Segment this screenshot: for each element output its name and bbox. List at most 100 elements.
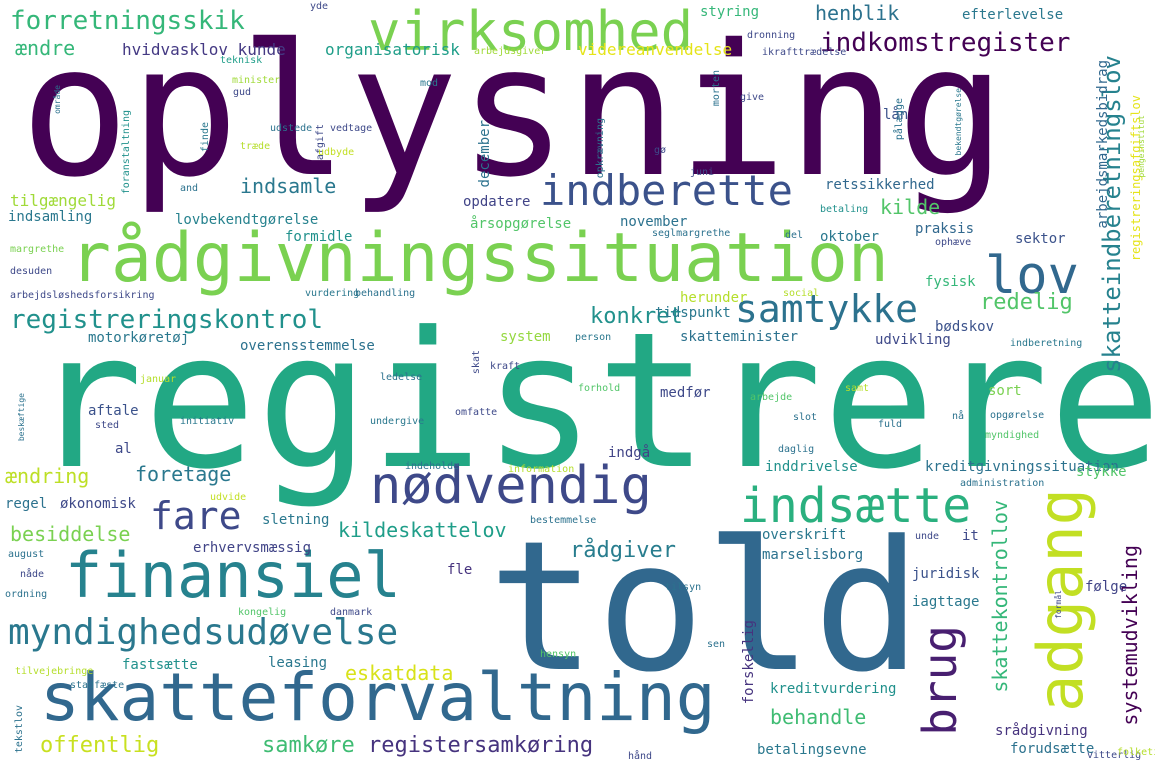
cloud-word-kilde: kilde — [880, 195, 941, 219]
cloud-word-margrethe: margrethe — [10, 244, 65, 255]
cloud-word-sen: sen — [707, 639, 726, 650]
cloud-word-marselisborg: marselisborg — [762, 547, 864, 563]
cloud-word-laan: lån — [883, 107, 909, 123]
cloud-word-udvide: udvide — [210, 492, 247, 503]
cloud-word-desuden: desuden — [10, 266, 53, 277]
cloud-word-inddrivelse: inddrivelse — [765, 459, 858, 475]
cloud-word-information: information — [508, 464, 575, 475]
cloud-word-leasing: leasing — [268, 655, 328, 671]
cloud-word-kildeskattelov: kildeskattelov — [338, 518, 507, 542]
cloud-word-overensstemmelse: overensstemmelse — [240, 338, 375, 354]
cloud-word-lovbekendtgoerelse: lovbekendtgørelse — [175, 212, 319, 228]
cloud-word-yde: yde — [310, 1, 329, 12]
cloud-word-indsamling: indsamling — [8, 209, 93, 225]
cloud-word-pengeinstitut: pengeinstitut — [1137, 115, 1146, 178]
cloud-word-behandle: behandle — [770, 705, 867, 729]
cloud-word-ledelse: ledelse — [380, 372, 423, 383]
cloud-word-ophaeve: ophæve — [935, 237, 972, 248]
cloud-word-del: del — [785, 230, 804, 241]
cloud-word-social: social — [783, 288, 820, 299]
cloud-word-vedtage: vedtage — [330, 123, 373, 134]
cloud-word-opkraevning: opkrævning — [595, 118, 606, 179]
cloud-word-fastsaette: fastsætte — [122, 657, 198, 673]
cloud-word-betalingsevne: betalingsevne — [757, 742, 867, 758]
cloud-word-foretage: foretage — [135, 462, 232, 486]
cloud-word-arbejdsgiver: arbejdsgiver — [474, 46, 547, 57]
cloud-word-folketing: folketing — [1117, 747, 1155, 758]
cloud-word-kongelig: kongelig — [238, 607, 287, 618]
cloud-word-system: system — [500, 329, 551, 345]
cloud-word-omfatte: omfatte — [455, 407, 498, 418]
cloud-word-tilgaengelig: tilgængelig — [10, 191, 116, 210]
cloud-word-samtykke: samtykke — [735, 287, 919, 331]
cloud-word-foranstaltning: foranstaltning — [121, 110, 132, 195]
cloud-word-kreditgivningssituation: kreditgivningssituation — [925, 459, 1119, 475]
cloud-word-and: and — [180, 183, 199, 194]
cloud-word-ikrafttraedelse: ikrafttrædelse — [762, 47, 847, 58]
cloud-word-tidspunkt: tidspunkt — [655, 305, 731, 321]
cloud-word-januar: januar — [140, 374, 177, 385]
cloud-word-indsaette: indsætte — [740, 478, 972, 534]
cloud-word-besiddelse: besiddelse — [10, 522, 131, 546]
cloud-word-styring: styring — [700, 4, 760, 20]
cloud-word-sort: sort — [988, 383, 1022, 399]
cloud-word-arbejdsmarkedsbidrag: arbejdsmarkedsbidrag — [1095, 60, 1111, 229]
cloud-word-dronning: dronning — [747, 30, 796, 41]
cloud-word-indeholde: indeholde — [405, 461, 460, 472]
cloud-word-registersamkoering: registersamkøring — [368, 733, 594, 758]
cloud-word-tilsyn: tilsyn — [665, 582, 702, 593]
cloud-word-brug: brug — [913, 625, 967, 736]
cloud-word-udbyde: udbyde — [318, 147, 355, 158]
cloud-word-person: person — [575, 332, 612, 343]
cloud-word-beskaeftige: beskæftige — [17, 393, 26, 442]
cloud-word-mod: mod — [420, 78, 439, 89]
cloud-word-sraadgivning: srådgivning — [995, 723, 1088, 739]
cloud-word-daglig: daglig — [778, 444, 815, 455]
cloud-word-behandling: behandling — [355, 288, 416, 299]
cloud-word-raadgiver: rådgiver — [570, 538, 676, 563]
cloud-word-sted: sted — [95, 420, 120, 431]
cloud-word-stadfaeste: stadfæste — [70, 680, 125, 691]
cloud-word-motorkoeretoej: motorkøretøj — [88, 330, 190, 346]
cloud-word-organisatorisk: organisatorisk — [325, 40, 460, 59]
cloud-word-tilvejebringe: tilvejebringe — [15, 666, 94, 677]
cloud-word-morten: morten — [711, 70, 722, 107]
cloud-word-forhold: forhold — [578, 383, 621, 394]
cloud-word-it: it — [962, 528, 979, 544]
cloud-word-minister: minister — [232, 75, 281, 86]
cloud-word-retssikkerhed: retssikkerhed — [825, 177, 935, 193]
cloud-word-aarsopgoerelse: årsopgørelse — [470, 216, 572, 232]
cloud-word-betaling: betaling — [820, 204, 869, 215]
cloud-word-skattekontrollov: skattekontrollov — [988, 500, 1012, 693]
cloud-word-finde: finde — [200, 122, 211, 153]
cloud-word-forskellig: forskellig — [741, 620, 757, 705]
cloud-word-eskatdata: eskatdata — [345, 661, 454, 685]
cloud-word-lov: lov — [985, 246, 1079, 306]
cloud-word-undergive: undergive — [370, 416, 425, 427]
cloud-word-slot: slot — [793, 412, 818, 423]
cloud-word-tekstlov: tekstlov — [14, 705, 25, 754]
cloud-word-fuld: fuld — [878, 419, 903, 430]
cloud-word-noedvendig: nødvendig — [370, 456, 652, 516]
cloud-word-kreditvurdering: kreditvurdering — [770, 681, 897, 697]
cloud-word-forudsaette: forudsætte — [1010, 741, 1095, 757]
cloud-word-haand: hånd — [628, 751, 653, 762]
cloud-word-hensyn: hensyn — [540, 649, 577, 660]
cloud-word-formidle: formidle — [285, 229, 353, 245]
cloud-word-fysisk: fysisk — [925, 274, 976, 290]
cloud-word-vitterlig: vitterlig — [1087, 750, 1142, 761]
cloud-word-foelge: følge — [1085, 579, 1128, 595]
cloud-word-registrere: registrere — [30, 292, 1155, 511]
cloud-word-praksis: praksis — [915, 221, 975, 237]
cloud-word-medfoer: medfør — [660, 385, 711, 401]
cloud-word-henblik: henblik — [815, 1, 900, 25]
cloud-word-videreanvendelse: videreanvendelse — [578, 40, 733, 59]
cloud-word-skatteminister: skatteminister — [680, 329, 799, 345]
cloud-word-samkoere: samkøre — [262, 733, 355, 758]
cloud-word-indkomstregister: indkomstregister — [820, 28, 1071, 58]
cloud-word-efterlevelse: efterlevelse — [962, 7, 1064, 23]
cloud-word-arbejdsloeshedsforsikring: arbejdsløshedsforsikring — [10, 290, 155, 301]
cloud-word-danmark: danmark — [330, 607, 373, 618]
cloud-word-indsamle: indsamle — [240, 174, 337, 198]
cloud-word-seglmargrethe: seglmargrethe — [652, 228, 731, 239]
